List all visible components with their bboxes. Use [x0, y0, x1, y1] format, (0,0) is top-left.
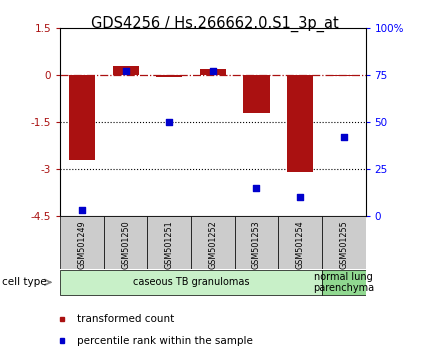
Text: percentile rank within the sample: percentile rank within the sample — [77, 336, 252, 346]
Text: normal lung
parenchyma: normal lung parenchyma — [313, 272, 374, 293]
Text: GSM501253: GSM501253 — [252, 220, 261, 269]
Bar — [200, 69, 226, 75]
Text: GSM501255: GSM501255 — [339, 220, 348, 269]
Point — [209, 69, 216, 74]
Text: transformed count: transformed count — [77, 314, 174, 324]
Point — [340, 134, 347, 140]
Text: GSM501250: GSM501250 — [121, 220, 130, 269]
Bar — [104, 216, 147, 269]
Point — [166, 119, 173, 125]
Point — [297, 194, 304, 200]
Bar — [331, 75, 357, 76]
Bar — [191, 216, 235, 269]
Point — [79, 207, 86, 213]
Point — [253, 185, 260, 191]
Bar — [278, 216, 322, 269]
Point — [122, 69, 129, 74]
Bar — [147, 216, 191, 269]
Text: GSM501254: GSM501254 — [295, 220, 304, 269]
Text: GDS4256 / Hs.266662.0.S1_3p_at: GDS4256 / Hs.266662.0.S1_3p_at — [91, 16, 339, 32]
Bar — [113, 66, 139, 75]
Text: GSM501251: GSM501251 — [165, 220, 174, 269]
Bar — [322, 270, 366, 295]
Bar — [287, 75, 313, 172]
Bar — [156, 75, 182, 77]
Text: caseous TB granulomas: caseous TB granulomas — [133, 277, 249, 287]
Bar — [243, 75, 270, 113]
Bar — [69, 75, 95, 160]
Text: GSM501249: GSM501249 — [77, 220, 86, 269]
Text: cell type: cell type — [2, 277, 47, 287]
Text: GSM501252: GSM501252 — [209, 220, 217, 269]
Bar — [322, 216, 366, 269]
Bar — [60, 216, 104, 269]
Bar — [235, 216, 278, 269]
Bar — [60, 270, 322, 295]
